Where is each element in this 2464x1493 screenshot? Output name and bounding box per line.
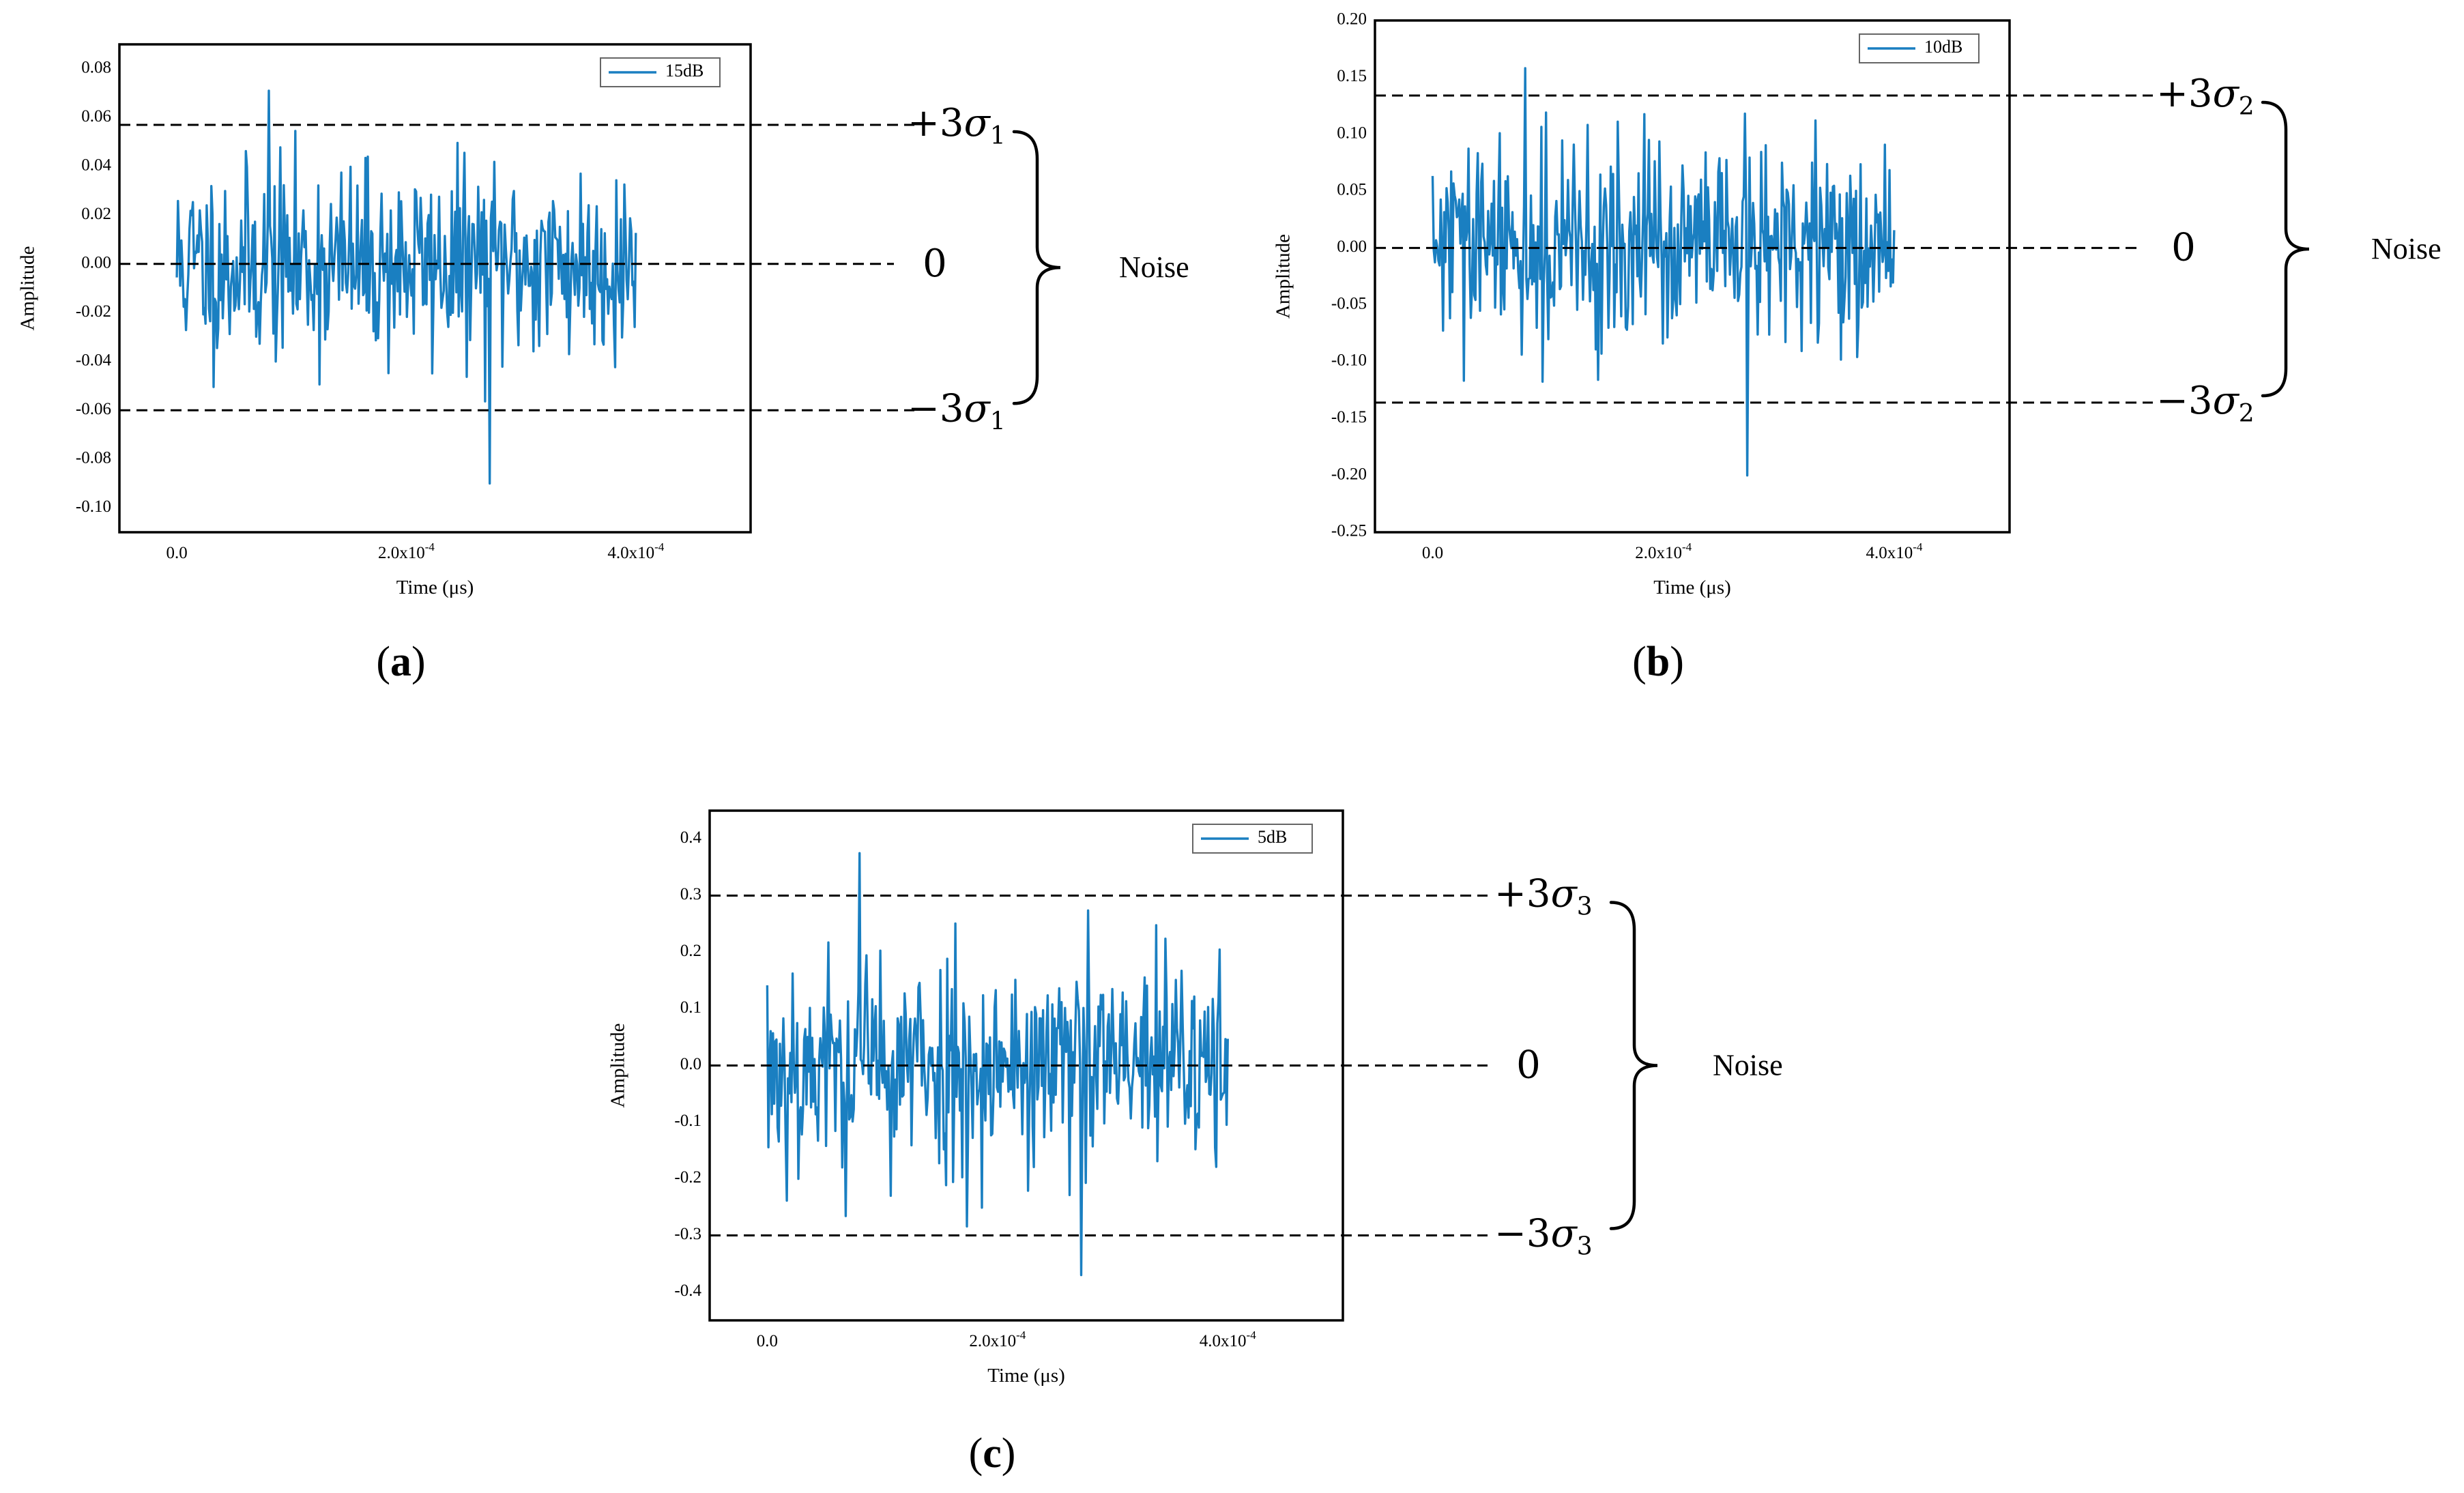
xtick-label: 2.0x10-4 (378, 540, 435, 562)
legend: 15dB (600, 57, 721, 87)
legend-label: 10dB (1924, 37, 1962, 57)
zero-label: 0 (2171, 225, 2196, 270)
xtick-label: 4.0x10-4 (607, 540, 664, 562)
ytick-label: -0.05 (1331, 294, 1367, 313)
ytick-label: 0.15 (1337, 67, 1367, 85)
legend: 10dB (1859, 33, 1980, 63)
ytick-label: 0.4 (680, 828, 702, 847)
ytick-label: 0.00 (1337, 237, 1367, 256)
minus-3sigma-label: −3σ1 (908, 386, 1006, 435)
ytick-label: 0.20 (1337, 10, 1367, 29)
ytick-label: -0.2 (674, 1168, 701, 1187)
noise-label: Noise (1119, 250, 1189, 284)
xtick-label: 0.0 (1422, 544, 1443, 562)
ytick-label: 0.04 (81, 156, 111, 174)
ytick-label: 0.3 (680, 885, 701, 903)
ytick-label: 0.2 (680, 942, 701, 960)
panel-label: (c) (969, 1430, 1016, 1477)
xtick-label: 2.0x10-4 (1635, 540, 1692, 562)
panel-label: (a) (376, 639, 425, 685)
zero-label: 0 (923, 242, 947, 286)
ytick-label: -0.3 (674, 1225, 701, 1243)
noise-label: Noise (2371, 232, 2441, 265)
x-axis-label: Time (μs) (987, 1365, 1065, 1387)
ytick-label: 0.02 (81, 205, 111, 223)
ytick-label: 0.10 (1337, 124, 1367, 142)
noise-label: Noise (1713, 1049, 1783, 1082)
plot-frame (118, 43, 752, 534)
legend-box (1192, 824, 1313, 854)
xtick-label: 2.0x10-4 (969, 1329, 1026, 1350)
y-axis-label: Amplitude (1273, 234, 1294, 319)
xtick-label: 0.0 (757, 1332, 778, 1350)
series-line-10dB (1431, 67, 1896, 477)
ytick-label: -0.10 (1331, 351, 1367, 370)
noise-brace (1609, 901, 1658, 1230)
minus-3sigma-label: −3σ2 (2156, 379, 2255, 428)
xtick-label: 4.0x10-4 (1866, 540, 1922, 562)
series-line-15dB (175, 89, 637, 485)
y-axis-label: Amplitude (17, 246, 39, 330)
x-axis-label: Time (μs) (1653, 577, 1731, 598)
ytick-label: -0.04 (76, 351, 112, 369)
legend-box (1859, 33, 1980, 63)
xtick-label: 4.0x10-4 (1200, 1329, 1256, 1350)
legend-label: 15dB (665, 61, 704, 81)
ytick-label: 0.00 (81, 253, 111, 272)
legend-label: 5dB (1258, 827, 1287, 847)
legend: 5dB (1192, 824, 1313, 854)
series-line-5dB (766, 852, 1229, 1277)
ytick-label: 0.05 (1337, 181, 1367, 199)
ytick-label: -0.02 (76, 302, 111, 321)
zero-label: 0 (1516, 1043, 1541, 1088)
noise-brace (2261, 100, 2310, 398)
plus-3sigma-label: +3σ3 (1494, 872, 1593, 921)
ytick-label: -0.15 (1331, 408, 1367, 426)
ytick-label: -0.4 (674, 1281, 701, 1300)
plus-3sigma-label: +3σ2 (2156, 72, 2255, 121)
ytick-label: 0.08 (81, 58, 111, 76)
ytick-label: -0.25 (1331, 522, 1367, 540)
ytick-label: 0.1 (680, 998, 701, 1017)
noise-brace (1012, 130, 1061, 405)
panel-b: 0.200.150.100.050.00-0.05-0.10-0.15-0.20… (1273, 10, 2441, 685)
plot-frame (1374, 19, 2011, 534)
ytick-label: -0.20 (1331, 465, 1367, 483)
plus-3sigma-label: +3σ1 (908, 101, 1006, 150)
minus-3sigma-label: −3σ3 (1494, 1212, 1593, 1261)
ytick-label: -0.08 (76, 448, 111, 467)
ytick-label: 0.06 (81, 107, 111, 126)
panel-label: (b) (1632, 639, 1684, 685)
ytick-label: -0.06 (76, 400, 111, 418)
xtick-label: 0.0 (166, 544, 187, 562)
y-axis-label: Amplitude (607, 1023, 629, 1107)
ytick-label: -0.1 (674, 1112, 701, 1130)
ytick-label: 0.0 (680, 1055, 701, 1073)
panel-a: 0.080.060.040.020.00-0.02-0.04-0.06-0.08… (17, 43, 1189, 685)
panel-c: 0.4 0.3 0.2 0.1 0.0 -0.1 -0.2 -0.3 -0.4 0.0 2.0x10… (607, 809, 1783, 1477)
ytick-label: -0.10 (76, 497, 111, 516)
x-axis-label: Time (μs) (396, 577, 474, 598)
